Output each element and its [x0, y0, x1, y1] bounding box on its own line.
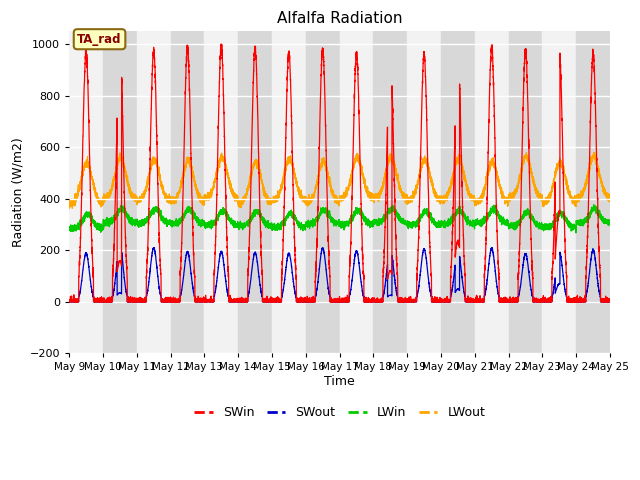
Bar [475, 32, 509, 353]
Bar [509, 32, 542, 353]
Title: Alfalfa Radiation: Alfalfa Radiation [277, 11, 403, 26]
Bar [542, 32, 576, 353]
Bar [103, 32, 137, 353]
Bar [69, 32, 103, 353]
Bar [306, 32, 340, 353]
X-axis label: Time: Time [324, 375, 355, 388]
Bar [576, 32, 610, 353]
Bar [441, 32, 475, 353]
Text: TA_rad: TA_rad [77, 33, 122, 46]
Legend: SWin, SWout, LWin, LWout: SWin, SWout, LWin, LWout [189, 401, 490, 424]
Bar [204, 32, 238, 353]
Bar [238, 32, 272, 353]
Bar [137, 32, 171, 353]
Bar [373, 32, 407, 353]
Bar [340, 32, 373, 353]
Y-axis label: Radiation (W/m2): Radiation (W/m2) [11, 137, 24, 247]
Bar [171, 32, 204, 353]
Bar [272, 32, 306, 353]
Bar [407, 32, 441, 353]
